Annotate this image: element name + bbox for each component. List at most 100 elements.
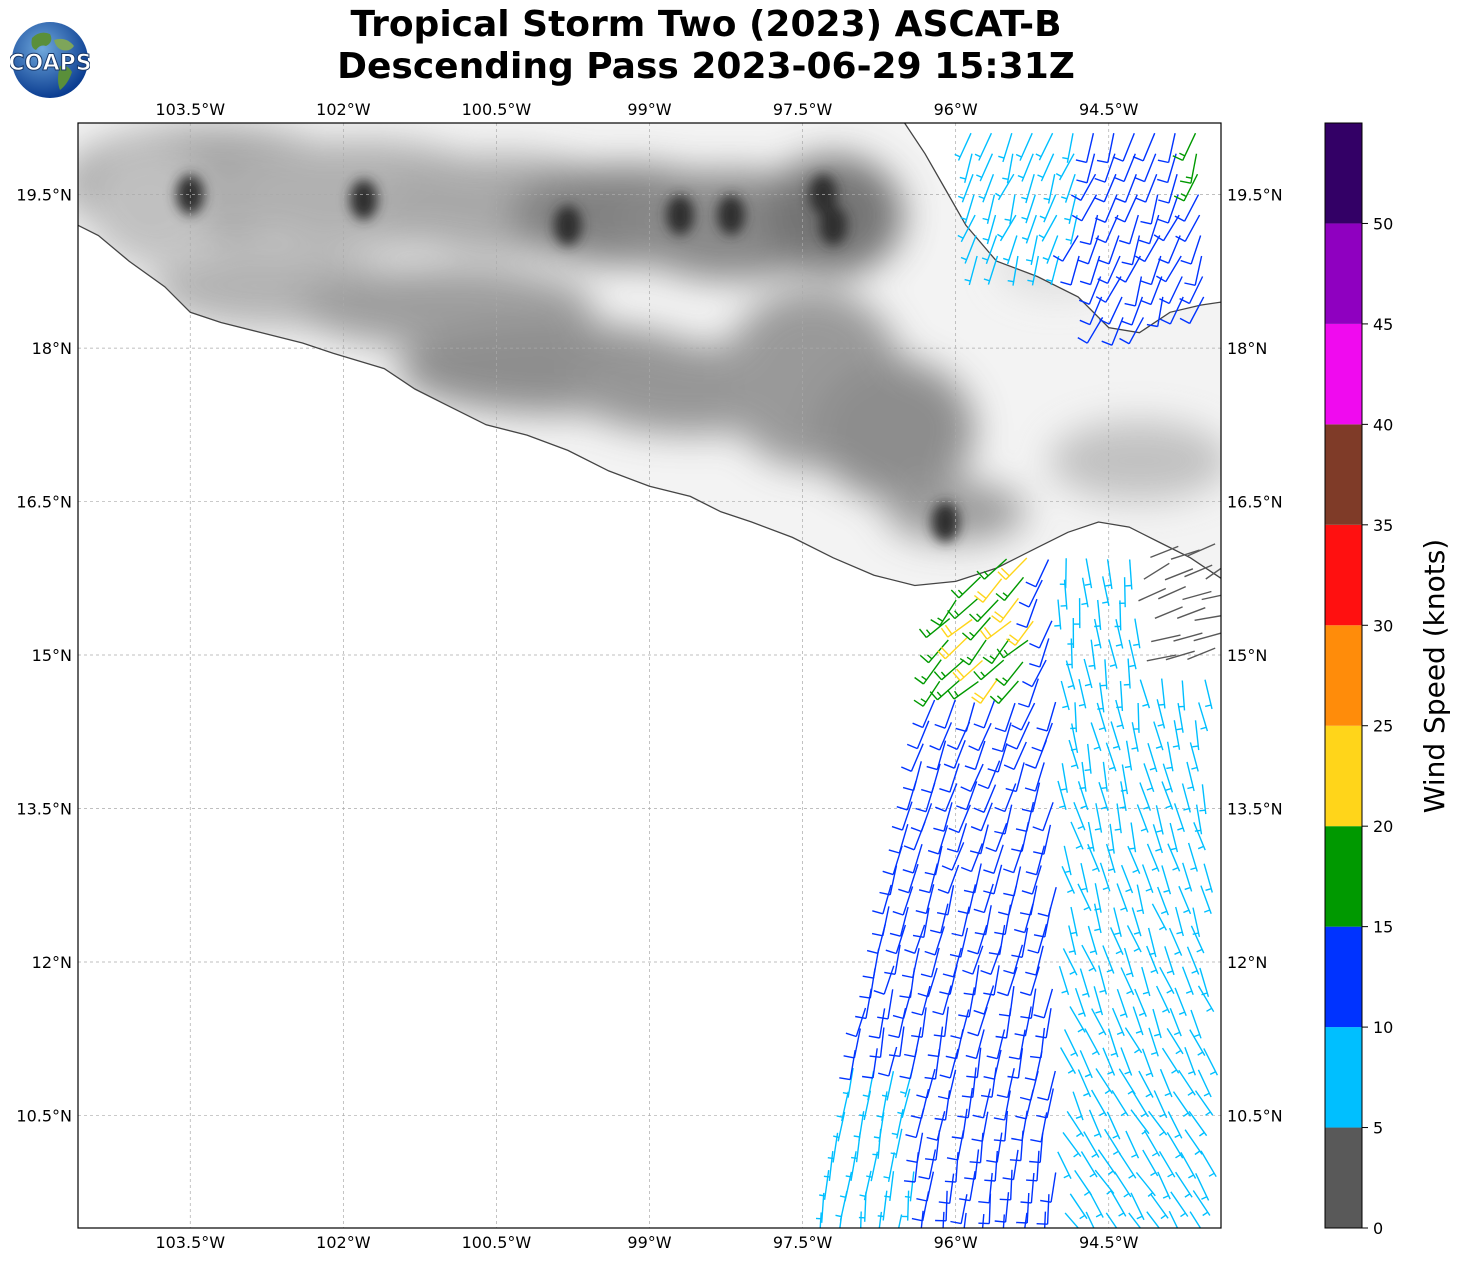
wind-barb bbox=[977, 760, 1001, 790]
barb-shaft bbox=[1025, 194, 1036, 224]
wind-barb bbox=[1189, 742, 1199, 772]
barb-flag bbox=[964, 765, 976, 771]
barb-shaft bbox=[1079, 968, 1090, 998]
barb-flag bbox=[1063, 1174, 1070, 1179]
terrain-blob bbox=[814, 359, 975, 500]
barb-flag bbox=[1088, 967, 1095, 972]
barb-flag bbox=[974, 932, 986, 936]
barb-flag bbox=[1037, 1096, 1049, 1101]
barb-shaft bbox=[1006, 153, 1014, 184]
barb-shaft bbox=[1111, 1090, 1129, 1117]
wind-barb bbox=[1022, 659, 1047, 688]
barb-flag bbox=[1092, 867, 1099, 872]
barb-shaft bbox=[1105, 843, 1116, 873]
wind-barb bbox=[1075, 133, 1095, 164]
barb-shaft bbox=[1077, 781, 1089, 811]
barb-flag bbox=[859, 995, 871, 999]
barb-shaft bbox=[1203, 863, 1213, 893]
barb-shaft bbox=[1173, 632, 1203, 642]
barb-shaft bbox=[1111, 317, 1124, 346]
barb-shaft bbox=[1021, 927, 1029, 958]
barb-shaft bbox=[934, 926, 945, 956]
barb-shaft bbox=[1081, 577, 1089, 608]
barb-shaft bbox=[1084, 1028, 1100, 1056]
lon-label-bottom: 96°W bbox=[934, 1233, 978, 1252]
barb-flag bbox=[1005, 787, 1017, 793]
barb-flag bbox=[1067, 889, 1074, 894]
barb-flag bbox=[1177, 827, 1184, 831]
wind-barb bbox=[949, 927, 969, 958]
barb-shaft bbox=[1038, 132, 1054, 161]
barb-shaft bbox=[1187, 647, 1216, 661]
barb-flag bbox=[1027, 949, 1039, 954]
barb-shaft bbox=[1151, 903, 1168, 931]
wind-barb bbox=[1067, 617, 1075, 649]
barb-flag bbox=[929, 745, 940, 751]
barb-flag bbox=[1054, 624, 1061, 627]
wind-barb bbox=[1060, 173, 1076, 203]
barb-flag bbox=[872, 1237, 878, 1238]
barb-flag bbox=[916, 1094, 928, 1099]
barb-flag bbox=[877, 1215, 884, 1218]
wind-barb bbox=[904, 1027, 922, 1058]
barb-flag bbox=[1187, 786, 1194, 790]
barb-flag bbox=[969, 613, 978, 623]
barb-shaft bbox=[1031, 659, 1047, 687]
wind-barb bbox=[1152, 824, 1163, 854]
barb-shaft bbox=[1141, 864, 1154, 893]
wind-barb bbox=[1135, 173, 1158, 203]
barb-shaft bbox=[1069, 1006, 1086, 1033]
barb-flag bbox=[959, 658, 970, 666]
barb-shaft bbox=[1105, 276, 1122, 303]
lon-label-bottom: 103.5°W bbox=[155, 1233, 225, 1252]
wind-barb bbox=[910, 1089, 930, 1119]
barb-shaft bbox=[863, 1170, 872, 1201]
wind-barb bbox=[1025, 845, 1045, 876]
wind-barb bbox=[1007, 1048, 1024, 1079]
barb-flag bbox=[980, 969, 992, 975]
barb-shaft bbox=[961, 173, 974, 203]
wind-barb bbox=[959, 639, 987, 666]
barb-shaft bbox=[1002, 1214, 1005, 1228]
wind-barb bbox=[1070, 906, 1078, 937]
barb-flag bbox=[933, 1034, 945, 1038]
barb-shaft bbox=[1034, 762, 1045, 792]
barb-flag bbox=[994, 1220, 1006, 1223]
wind-barb bbox=[926, 740, 947, 771]
wind-barb bbox=[937, 1069, 957, 1100]
barb-flag bbox=[872, 910, 884, 915]
wind-barb bbox=[1095, 194, 1118, 223]
wind-barb bbox=[1107, 1028, 1119, 1058]
barb-flag bbox=[1150, 969, 1157, 973]
barb-flag bbox=[1183, 909, 1190, 914]
barb-flag bbox=[960, 786, 971, 793]
wind-barb bbox=[1123, 658, 1131, 689]
wind-barb bbox=[1100, 659, 1108, 690]
wind-barb bbox=[1102, 576, 1110, 606]
wind-barb bbox=[1176, 607, 1206, 619]
barb-shaft bbox=[1016, 721, 1030, 750]
wind-barb bbox=[981, 1214, 985, 1228]
barb-flag bbox=[1017, 702, 1029, 708]
barb-flag bbox=[1011, 954, 1023, 958]
barb-shaft bbox=[1119, 681, 1124, 712]
barb-shaft bbox=[1050, 255, 1060, 286]
wind-barb bbox=[860, 1211, 862, 1228]
barb-flag bbox=[966, 656, 973, 662]
barb-flag bbox=[1079, 787, 1086, 790]
wind-barb bbox=[1111, 1007, 1125, 1037]
wind-barb bbox=[1032, 802, 1054, 832]
barb-flag bbox=[954, 690, 959, 697]
wind-barb bbox=[1079, 296, 1103, 326]
barb-flag bbox=[1094, 643, 1101, 647]
wind-barb bbox=[979, 620, 1012, 640]
barb-flag bbox=[1079, 241, 1091, 245]
wind-barb bbox=[1003, 741, 1027, 771]
wind-barb bbox=[959, 1170, 976, 1202]
barb-shaft bbox=[928, 1149, 937, 1180]
barb-shaft bbox=[944, 1090, 951, 1121]
barb-flag bbox=[1084, 583, 1091, 586]
barb-shaft bbox=[960, 1009, 970, 1039]
barb-flag bbox=[1206, 1007, 1213, 1012]
barb-shaft bbox=[1009, 194, 1016, 225]
